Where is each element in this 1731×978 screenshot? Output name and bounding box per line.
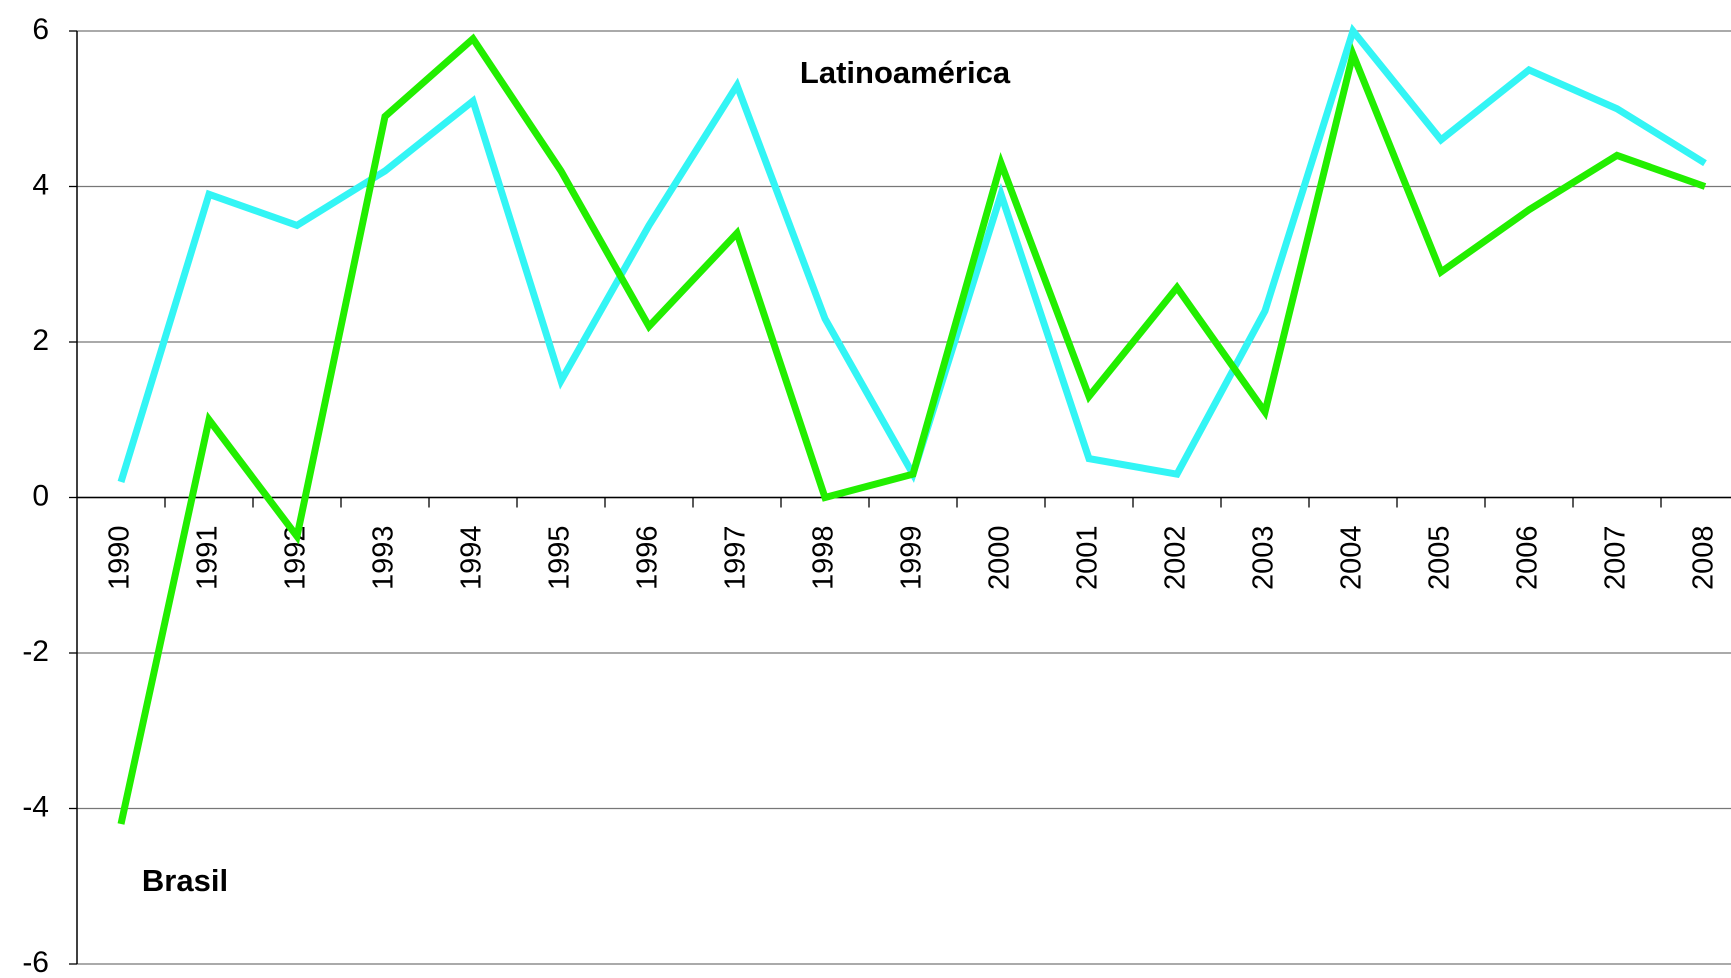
y-tick-label: -4 <box>22 790 49 823</box>
series-annotation: Brasil <box>142 863 228 898</box>
x-tick-label: 2007 <box>1600 526 1632 591</box>
x-tick-label: 1994 <box>456 526 488 591</box>
x-tick-label: 2002 <box>1160 526 1192 591</box>
x-tick-label: 2005 <box>1424 526 1456 591</box>
x-tick-label: 1995 <box>544 526 576 591</box>
y-tick-label: -2 <box>22 635 49 668</box>
x-tick-label: 2000 <box>984 526 1016 591</box>
x-tick-label: 1999 <box>896 526 928 591</box>
x-tick-label: 1998 <box>808 526 840 591</box>
x-tick-label: 1993 <box>368 526 400 591</box>
series-line <box>117 33 1707 825</box>
y-tick-label: 4 <box>32 168 49 201</box>
x-tick-label: 2008 <box>1688 526 1720 591</box>
x-tick-label: 2004 <box>1336 526 1368 591</box>
x-tick-label: 1991 <box>192 526 224 591</box>
y-tick-label: 2 <box>32 324 49 357</box>
x-tick-label: 1997 <box>720 526 752 591</box>
x-tick-label: 2001 <box>1072 526 1104 591</box>
x-tick-label: 1990 <box>104 526 136 591</box>
y-tick-label: 6 <box>32 13 49 46</box>
y-tick-label: 0 <box>32 479 49 512</box>
x-tick-label: 2003 <box>1248 526 1280 591</box>
x-tick-label: 1996 <box>632 526 664 591</box>
series-annotation: Latinoamérica <box>800 55 1011 90</box>
y-tick-label: -6 <box>22 946 49 978</box>
x-tick-label: 2006 <box>1512 526 1544 591</box>
